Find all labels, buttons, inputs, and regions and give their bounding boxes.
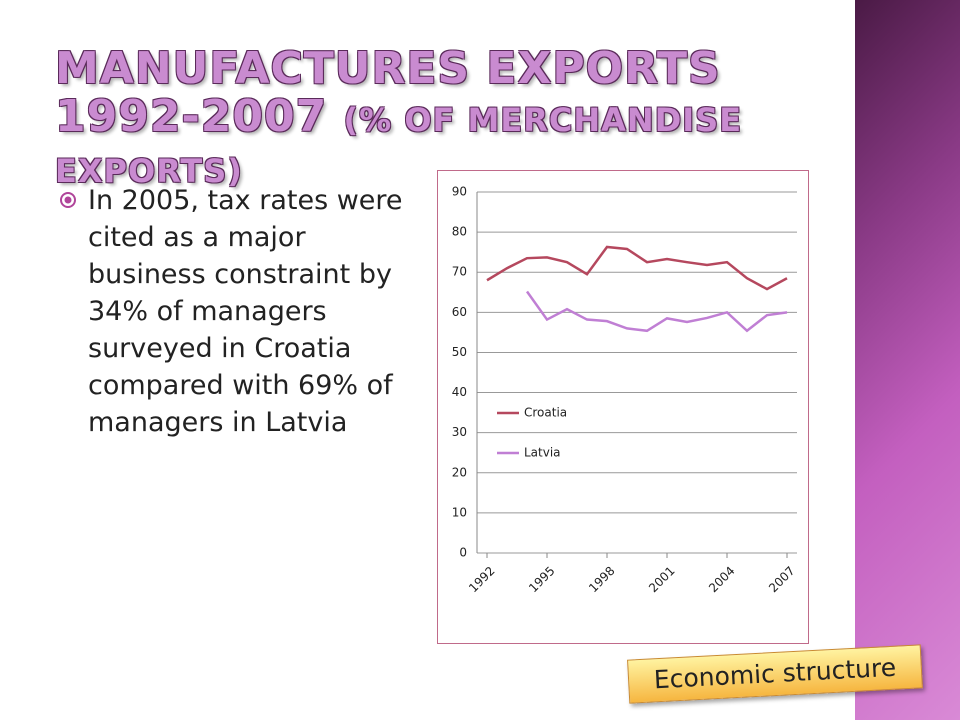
slide-title: MANUFACTURES EXPORTS 1992-2007 (% OF MER…	[55, 45, 835, 195]
title-main: MANUFACTURES EXPORTS 1992-2007	[55, 43, 721, 142]
y-tick-label: 20	[452, 465, 467, 479]
title-suffix: (% OF MERCHANDISE EXPORTS)	[55, 101, 743, 190]
y-tick-label: 60	[452, 305, 467, 319]
y-tick-label: 90	[452, 185, 467, 199]
y-tick-label: 70	[452, 265, 467, 279]
side-strip	[855, 0, 960, 720]
bullet-icon	[60, 192, 76, 208]
y-tick-label: 50	[452, 345, 467, 359]
y-tick-label: 10	[452, 505, 467, 519]
bullet-text: In 2005, tax rates were cited as a major…	[88, 185, 403, 438]
y-tick-label: 30	[452, 425, 467, 439]
legend-label: Latvia	[524, 446, 561, 460]
line-series	[486, 245, 788, 291]
y-tick-label: 80	[452, 225, 467, 239]
line-series	[525, 290, 788, 333]
y-tick-label: 0	[459, 546, 467, 560]
legend-label: Croatia	[524, 406, 567, 420]
y-tick-label: 40	[452, 385, 467, 399]
